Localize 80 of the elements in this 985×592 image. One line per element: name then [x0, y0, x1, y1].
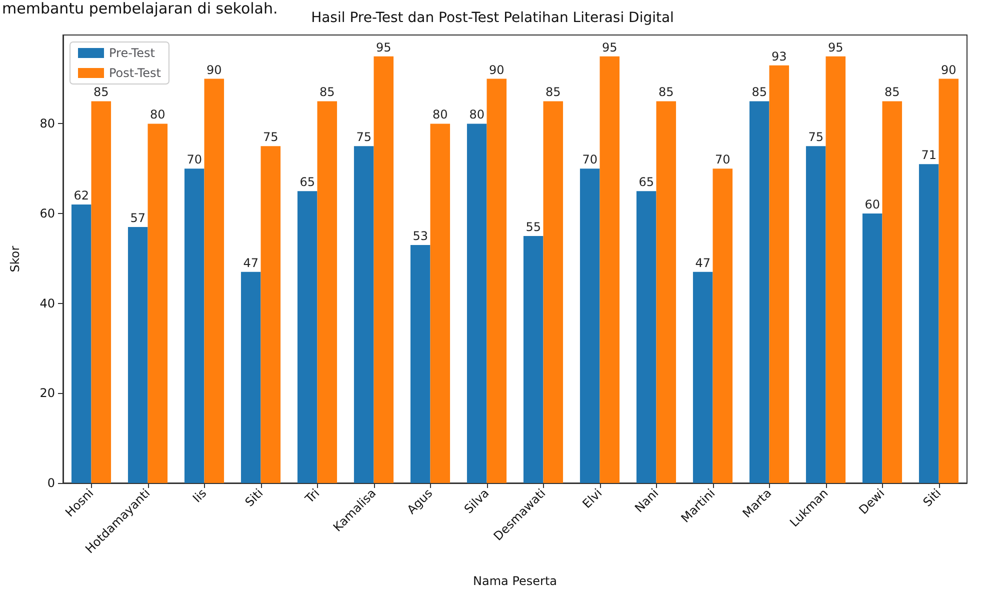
- data-label: 75: [262, 130, 278, 144]
- y-tick-label: 60: [40, 206, 55, 221]
- chart-title: Hasil Pre-Test dan Post-Test Pelatihan Literasi Digital: [311, 10, 674, 26]
- y-tick-label: 20: [40, 386, 55, 400]
- x-tick-label: Elvi: [580, 486, 605, 512]
- bar: [128, 227, 148, 483]
- bar: [712, 168, 733, 483]
- x-tick-label: Siti: [920, 486, 944, 510]
- data-label: 80: [469, 108, 485, 122]
- legend-label: Post-Test: [109, 66, 162, 80]
- bar: [184, 168, 204, 483]
- bar: [636, 191, 656, 483]
- x-axis-title: Nama Peserta: [472, 574, 558, 588]
- bar: [580, 168, 600, 483]
- y-axis-title: Skor: [8, 246, 22, 272]
- data-label: 90: [488, 62, 504, 77]
- data-label: 47: [243, 256, 259, 270]
- bar: [826, 56, 846, 483]
- bar: [918, 164, 939, 483]
- data-label: 85: [545, 85, 561, 100]
- data-label: 75: [356, 130, 372, 144]
- bar: [148, 124, 168, 483]
- bar: [430, 124, 450, 483]
- data-label: 57: [130, 211, 146, 225]
- x-tick-label: Tri: [302, 486, 322, 506]
- data-label: 95: [376, 40, 392, 54]
- data-label: 47: [695, 256, 711, 270]
- text: membantu pembelajaran di sekolah.: [2, 0, 278, 18]
- x-tick-label: Siti: [242, 486, 266, 510]
- data-label: 90: [206, 62, 222, 77]
- bar: [656, 101, 676, 483]
- data-label: 85: [884, 85, 900, 100]
- data-label: 60: [864, 198, 880, 212]
- bar: [240, 272, 261, 483]
- bar: [523, 236, 544, 483]
- bar: [260, 146, 281, 483]
- legend-label: Pre-Test: [109, 46, 156, 60]
- data-label: 80: [150, 108, 166, 122]
- data-label: 85: [93, 85, 109, 100]
- data-label: 70: [186, 152, 202, 167]
- bar: [806, 146, 826, 483]
- y-tick-label: 0: [47, 476, 55, 490]
- bar: [410, 244, 430, 483]
- bar: [91, 101, 112, 483]
- data-label: 65: [638, 175, 654, 190]
- data-label: 71: [921, 148, 937, 162]
- data-label: 70: [714, 152, 730, 167]
- bar: [938, 78, 959, 483]
- bar: [769, 65, 790, 483]
- bar: [204, 78, 224, 483]
- data-label: 53: [412, 228, 428, 243]
- data-label: 62: [74, 188, 90, 203]
- y-tick-label: 40: [40, 296, 55, 310]
- bar: [374, 56, 394, 483]
- bar: [466, 124, 487, 483]
- data-label: 55: [526, 220, 542, 234]
- data-label: 85: [658, 85, 674, 100]
- data-label: 95: [828, 40, 844, 54]
- y-tick-label: 80: [40, 116, 55, 131]
- bar: [692, 272, 713, 483]
- data-label: 75: [808, 130, 824, 144]
- bar: [486, 78, 507, 483]
- bar: [862, 214, 882, 483]
- data-label: 65: [300, 175, 316, 190]
- bar: [543, 101, 564, 483]
- bar: [882, 101, 902, 483]
- bar: [749, 101, 770, 483]
- bar: [600, 56, 620, 483]
- data-label: 93: [771, 49, 787, 64]
- data-label: 80: [432, 108, 448, 122]
- bar: [71, 204, 92, 483]
- data-label: 85: [752, 85, 768, 100]
- bar: [317, 101, 338, 483]
- data-label: 70: [582, 152, 598, 167]
- data-label: 95: [602, 40, 618, 54]
- x-tick-label: Iis: [190, 486, 210, 506]
- bar: [354, 146, 374, 483]
- data-label: 90: [940, 62, 956, 77]
- bar: [297, 191, 318, 483]
- data-label: 85: [319, 85, 335, 100]
